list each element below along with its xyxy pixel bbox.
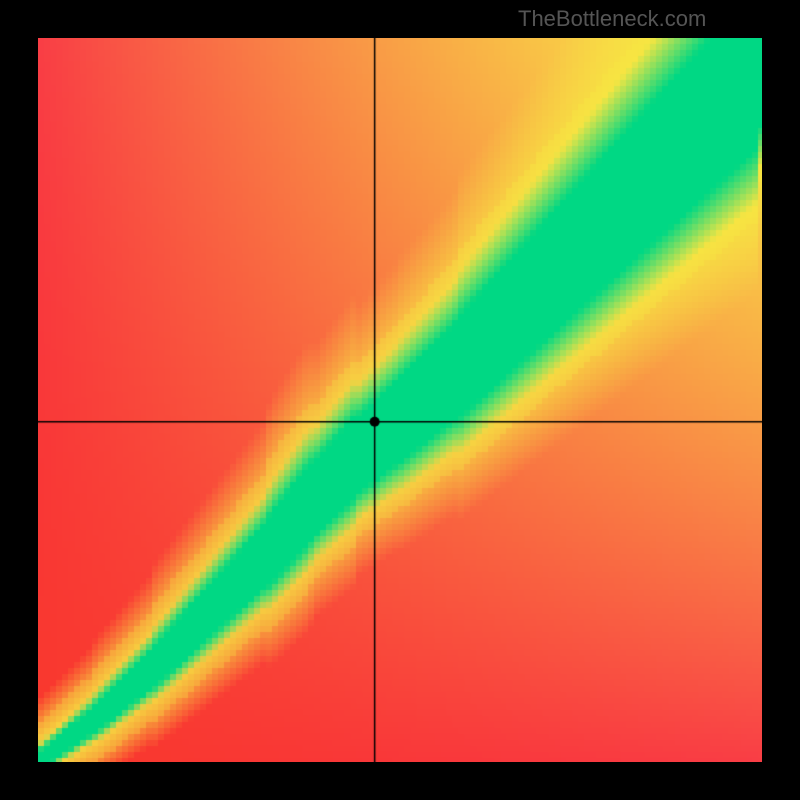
watermark-text: TheBottleneck.com xyxy=(518,6,706,32)
heatmap-canvas xyxy=(38,38,762,762)
chart-container: TheBottleneck.com xyxy=(0,0,800,800)
